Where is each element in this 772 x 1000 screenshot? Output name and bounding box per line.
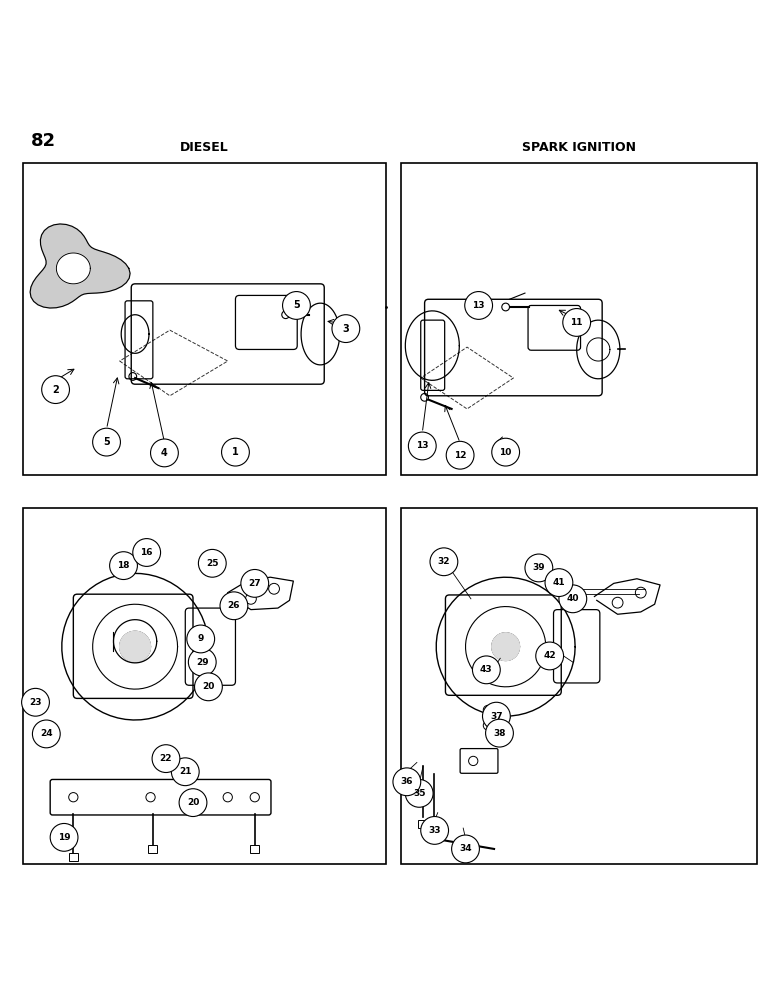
- Text: 25: 25: [206, 559, 218, 568]
- Circle shape: [42, 376, 69, 403]
- Circle shape: [563, 309, 591, 336]
- Text: 11: 11: [571, 318, 583, 327]
- Bar: [401, 508, 757, 864]
- Text: SPARK IGNITION: SPARK IGNITION: [522, 141, 636, 154]
- Polygon shape: [120, 631, 151, 662]
- Text: 33: 33: [428, 826, 441, 835]
- Text: 12: 12: [454, 451, 466, 460]
- FancyBboxPatch shape: [250, 845, 259, 853]
- Text: 16: 16: [141, 548, 153, 557]
- Bar: [401, 163, 757, 475]
- Circle shape: [452, 835, 479, 863]
- Bar: [23, 508, 386, 864]
- Circle shape: [188, 648, 216, 676]
- Text: 34: 34: [459, 844, 472, 853]
- Text: 20: 20: [202, 682, 215, 691]
- Text: 43: 43: [480, 665, 493, 674]
- Circle shape: [32, 720, 60, 748]
- Text: 42: 42: [543, 651, 556, 660]
- Text: 22: 22: [160, 754, 172, 763]
- Text: 23: 23: [29, 698, 42, 707]
- Text: 36: 36: [401, 777, 413, 786]
- Circle shape: [151, 439, 178, 467]
- Circle shape: [187, 625, 215, 653]
- Circle shape: [472, 656, 500, 684]
- Text: 2: 2: [52, 385, 59, 395]
- Text: 20: 20: [187, 798, 199, 807]
- Polygon shape: [492, 633, 520, 661]
- Circle shape: [152, 745, 180, 773]
- Circle shape: [465, 292, 493, 319]
- Text: 24: 24: [40, 729, 52, 738]
- FancyBboxPatch shape: [418, 820, 428, 828]
- Circle shape: [446, 441, 474, 469]
- Polygon shape: [56, 253, 90, 284]
- Circle shape: [222, 438, 249, 466]
- Circle shape: [283, 292, 310, 319]
- Circle shape: [486, 719, 513, 747]
- Circle shape: [332, 315, 360, 343]
- Text: 39: 39: [533, 563, 545, 572]
- Circle shape: [195, 673, 222, 701]
- Circle shape: [393, 768, 421, 796]
- Text: 13: 13: [416, 441, 428, 450]
- Circle shape: [545, 569, 573, 596]
- Text: 26: 26: [228, 601, 240, 610]
- Circle shape: [421, 817, 449, 844]
- Circle shape: [525, 554, 553, 582]
- Text: 5: 5: [293, 300, 300, 310]
- Circle shape: [492, 438, 520, 466]
- Circle shape: [241, 569, 269, 597]
- Text: 37: 37: [490, 712, 503, 721]
- Text: 3: 3: [343, 324, 349, 334]
- Text: 41: 41: [553, 578, 565, 587]
- Text: 1: 1: [232, 447, 239, 457]
- FancyBboxPatch shape: [148, 845, 157, 853]
- Circle shape: [133, 539, 161, 566]
- Text: 9: 9: [198, 634, 204, 643]
- Text: 82: 82: [31, 132, 56, 150]
- Circle shape: [408, 432, 436, 460]
- Text: 4: 4: [161, 448, 168, 458]
- Text: 35: 35: [413, 789, 425, 798]
- Circle shape: [482, 702, 510, 730]
- Text: DIESEL: DIESEL: [180, 141, 229, 154]
- Text: 38: 38: [493, 729, 506, 738]
- Circle shape: [179, 789, 207, 817]
- Text: 40: 40: [567, 594, 579, 603]
- Circle shape: [430, 548, 458, 576]
- Circle shape: [405, 779, 433, 807]
- Text: 27: 27: [249, 579, 261, 588]
- FancyBboxPatch shape: [69, 853, 78, 861]
- Text: 18: 18: [117, 561, 130, 570]
- Circle shape: [22, 688, 49, 716]
- Circle shape: [110, 552, 137, 580]
- Circle shape: [50, 823, 78, 851]
- Text: 10: 10: [499, 448, 512, 457]
- Polygon shape: [30, 224, 130, 308]
- Circle shape: [93, 428, 120, 456]
- Text: 32: 32: [438, 557, 450, 566]
- Text: 21: 21: [179, 767, 191, 776]
- Bar: [23, 163, 386, 475]
- Text: 19: 19: [58, 833, 70, 842]
- Circle shape: [198, 549, 226, 577]
- Text: 13: 13: [472, 301, 485, 310]
- Text: 5: 5: [103, 437, 110, 447]
- Circle shape: [559, 585, 587, 613]
- Text: 29: 29: [196, 658, 208, 667]
- Circle shape: [220, 592, 248, 620]
- Circle shape: [536, 642, 564, 670]
- FancyBboxPatch shape: [428, 820, 439, 828]
- Circle shape: [171, 758, 199, 786]
